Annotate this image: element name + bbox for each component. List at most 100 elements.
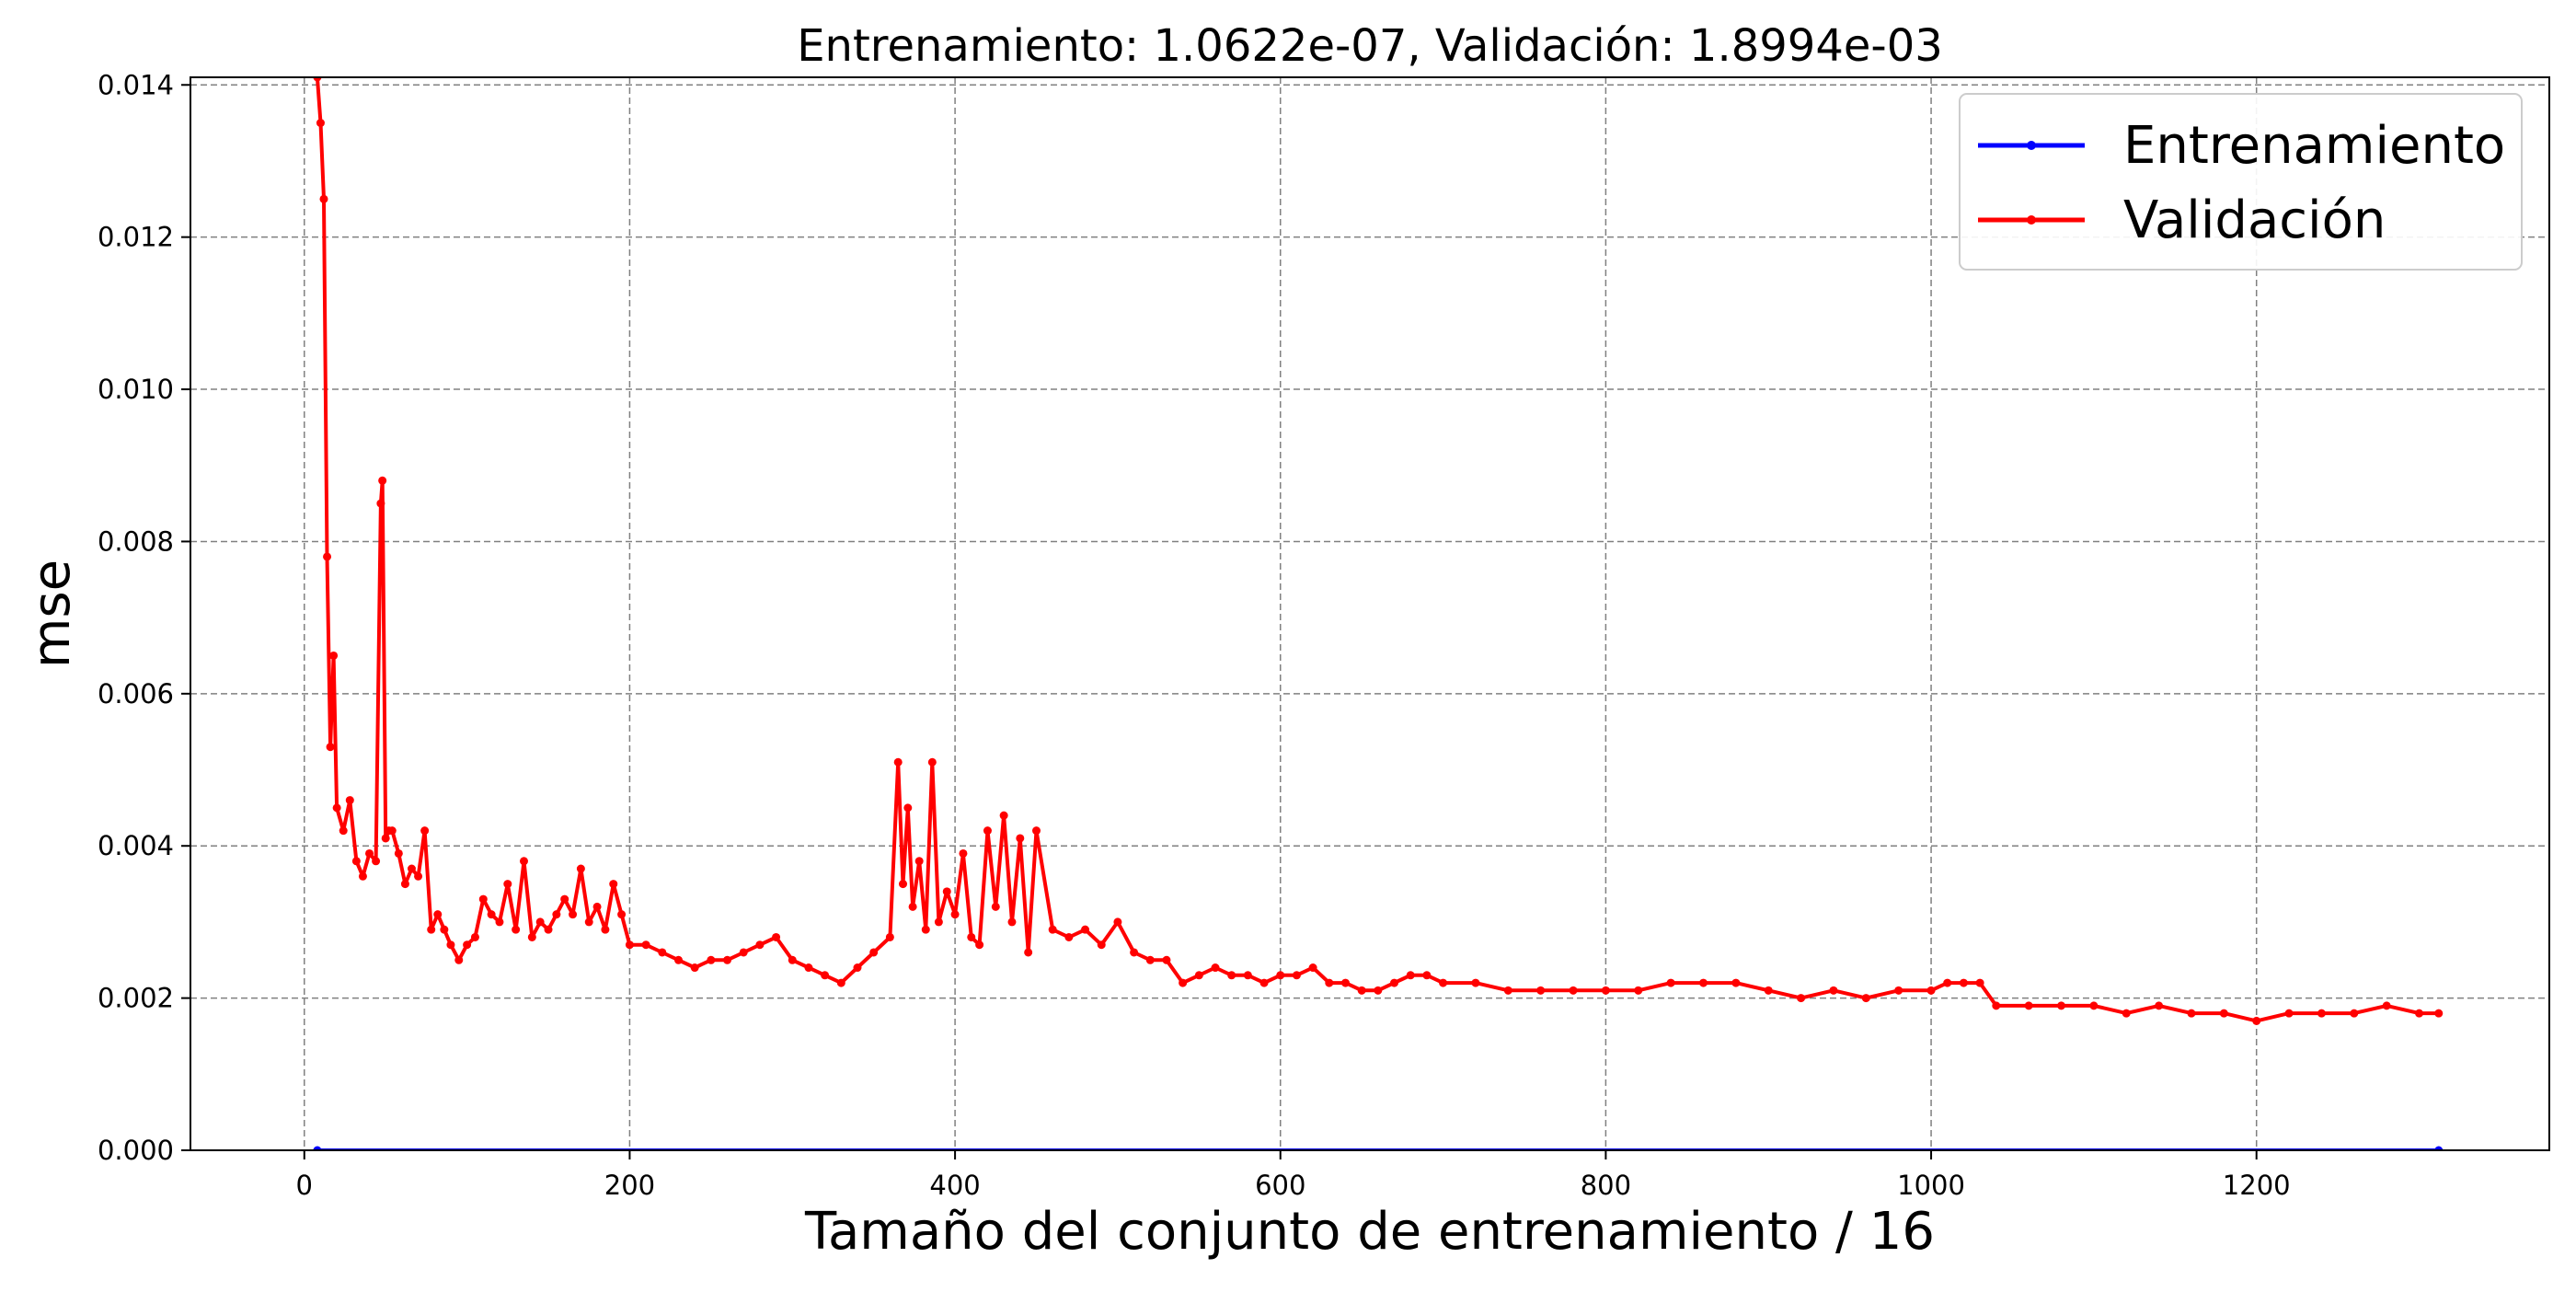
data-point	[552, 910, 561, 919]
data-point	[983, 826, 992, 836]
data-point	[2089, 1001, 2099, 1010]
data-point	[1406, 971, 1415, 980]
data-point	[2284, 1009, 2294, 1018]
data-point	[394, 848, 403, 858]
data-point	[1471, 978, 1480, 987]
data-point	[512, 925, 521, 934]
data-point	[1308, 963, 1317, 973]
data-point	[1992, 1001, 2001, 1010]
data-point	[1764, 986, 1773, 995]
data-point	[351, 857, 361, 866]
series-validación	[313, 77, 2444, 1025]
x-tick-label: 1000	[1897, 1170, 1965, 1201]
legend-item: Validación	[1978, 190, 2386, 250]
data-point	[1374, 986, 1383, 995]
data-point	[1145, 955, 1155, 964]
data-point	[329, 651, 339, 660]
data-point	[885, 932, 894, 941]
data-point	[1081, 925, 1090, 934]
x-tick-label: 800	[1581, 1170, 1631, 1201]
data-point	[1211, 963, 1220, 973]
plot-area-frame	[190, 76, 2550, 1151]
data-point	[1959, 978, 1968, 987]
data-point	[326, 743, 335, 752]
data-point	[316, 119, 325, 128]
series-entrenamiento	[313, 1146, 2444, 1150]
data-point	[1113, 917, 1122, 927]
data-point	[853, 963, 862, 973]
data-point	[503, 880, 512, 889]
data-point	[1634, 986, 1643, 995]
data-point	[1064, 932, 1074, 941]
data-point	[1536, 986, 1546, 995]
data-point	[908, 902, 917, 911]
y-axis-label: mse	[22, 559, 82, 668]
data-point	[739, 948, 748, 957]
data-point	[755, 940, 765, 950]
data-point	[2219, 1009, 2228, 1018]
data-point	[1698, 978, 1708, 987]
data-point	[519, 857, 528, 866]
x-tick-label: 200	[604, 1170, 655, 1201]
data-point	[1032, 826, 1041, 836]
data-point	[991, 902, 1000, 911]
data-point	[378, 476, 387, 485]
data-point	[690, 963, 699, 973]
data-point	[1731, 978, 1741, 987]
data-point	[1179, 978, 1188, 987]
data-point	[2382, 1001, 2391, 1010]
data-point	[527, 932, 536, 941]
data-point	[1797, 994, 1806, 1003]
legend-label: Validación	[2123, 190, 2386, 250]
data-point	[1975, 978, 1984, 987]
series-lines	[313, 77, 2444, 1150]
data-point	[959, 848, 968, 858]
data-point	[893, 757, 903, 767]
data-point	[339, 826, 348, 836]
data-point	[495, 917, 504, 927]
data-point	[454, 955, 464, 964]
data-point	[2057, 1001, 2066, 1010]
data-point	[609, 880, 618, 889]
axis-ticks: 0 200 400 600 800 1000 1200 0.000 0.002 0.004 0.00…	[98, 69, 2291, 1201]
data-point	[788, 955, 797, 964]
data-point	[999, 811, 1008, 820]
data-point	[313, 77, 322, 82]
data-point	[914, 857, 924, 866]
data-point	[560, 894, 569, 904]
data-point	[1503, 986, 1512, 995]
legend-marker	[2027, 215, 2036, 225]
legend-box	[1959, 93, 2523, 271]
y-tick-label: 0.008	[98, 525, 174, 557]
data-point	[387, 826, 397, 836]
data-point	[1422, 971, 1432, 980]
data-point	[1194, 971, 1203, 980]
data-point	[358, 871, 367, 881]
data-point	[470, 932, 479, 941]
data-point	[942, 887, 951, 896]
data-point	[1048, 925, 1057, 934]
data-point	[707, 955, 716, 964]
data-point	[601, 925, 610, 934]
data-point	[2252, 1016, 2261, 1025]
data-point	[1340, 978, 1350, 987]
data-point	[1276, 971, 1285, 980]
data-point	[1292, 971, 1301, 980]
data-point	[1666, 978, 1675, 987]
data-point	[804, 963, 813, 973]
x-tick-label: 0	[296, 1170, 313, 1201]
data-point	[2434, 1009, 2444, 1018]
data-point	[592, 902, 602, 911]
data-point	[414, 871, 423, 881]
data-point	[2350, 1009, 2359, 1018]
data-point	[625, 940, 634, 950]
data-point	[1894, 986, 1903, 995]
x-axis-label: Tamaño del conjunto de entrenamiento / 1…	[804, 1202, 1935, 1262]
y-tick-label: 0.000	[98, 1135, 174, 1166]
data-point	[372, 857, 381, 866]
data-point	[1097, 940, 1106, 950]
data-point	[1227, 971, 1236, 980]
y-tick-label: 0.006	[98, 678, 174, 709]
